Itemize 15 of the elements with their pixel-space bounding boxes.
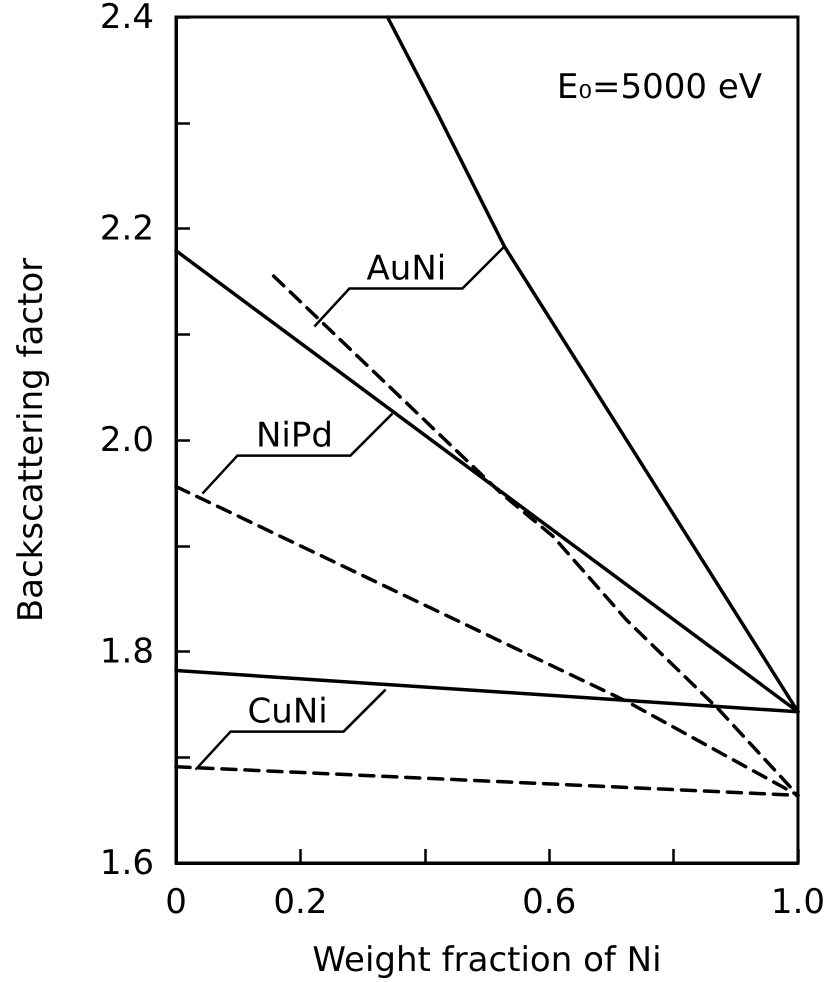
y-tick-label: 1.6 bbox=[100, 843, 154, 883]
annotation: E₀=5000 eV bbox=[556, 67, 762, 107]
x-axis-title: Weight fraction of Ni bbox=[312, 940, 662, 980]
x-tick-label: 0.2 bbox=[273, 882, 328, 922]
y-tick-label: 1.8 bbox=[100, 632, 154, 672]
x-tick-label: 0 bbox=[165, 882, 187, 922]
y-axis-title: Backscattering factor bbox=[11, 258, 51, 622]
y-tick-label: 2.0 bbox=[100, 420, 154, 460]
x-tick-label: 0.6 bbox=[522, 882, 576, 922]
annotation: AuNi bbox=[366, 248, 446, 288]
x-tick-label: 1.0 bbox=[770, 882, 826, 922]
annotation: NiPd bbox=[256, 416, 333, 456]
annotation: CuNi bbox=[248, 692, 328, 732]
y-tick-label: 2.2 bbox=[100, 208, 154, 248]
y-tick-label: 2.4 bbox=[100, 0, 154, 37]
